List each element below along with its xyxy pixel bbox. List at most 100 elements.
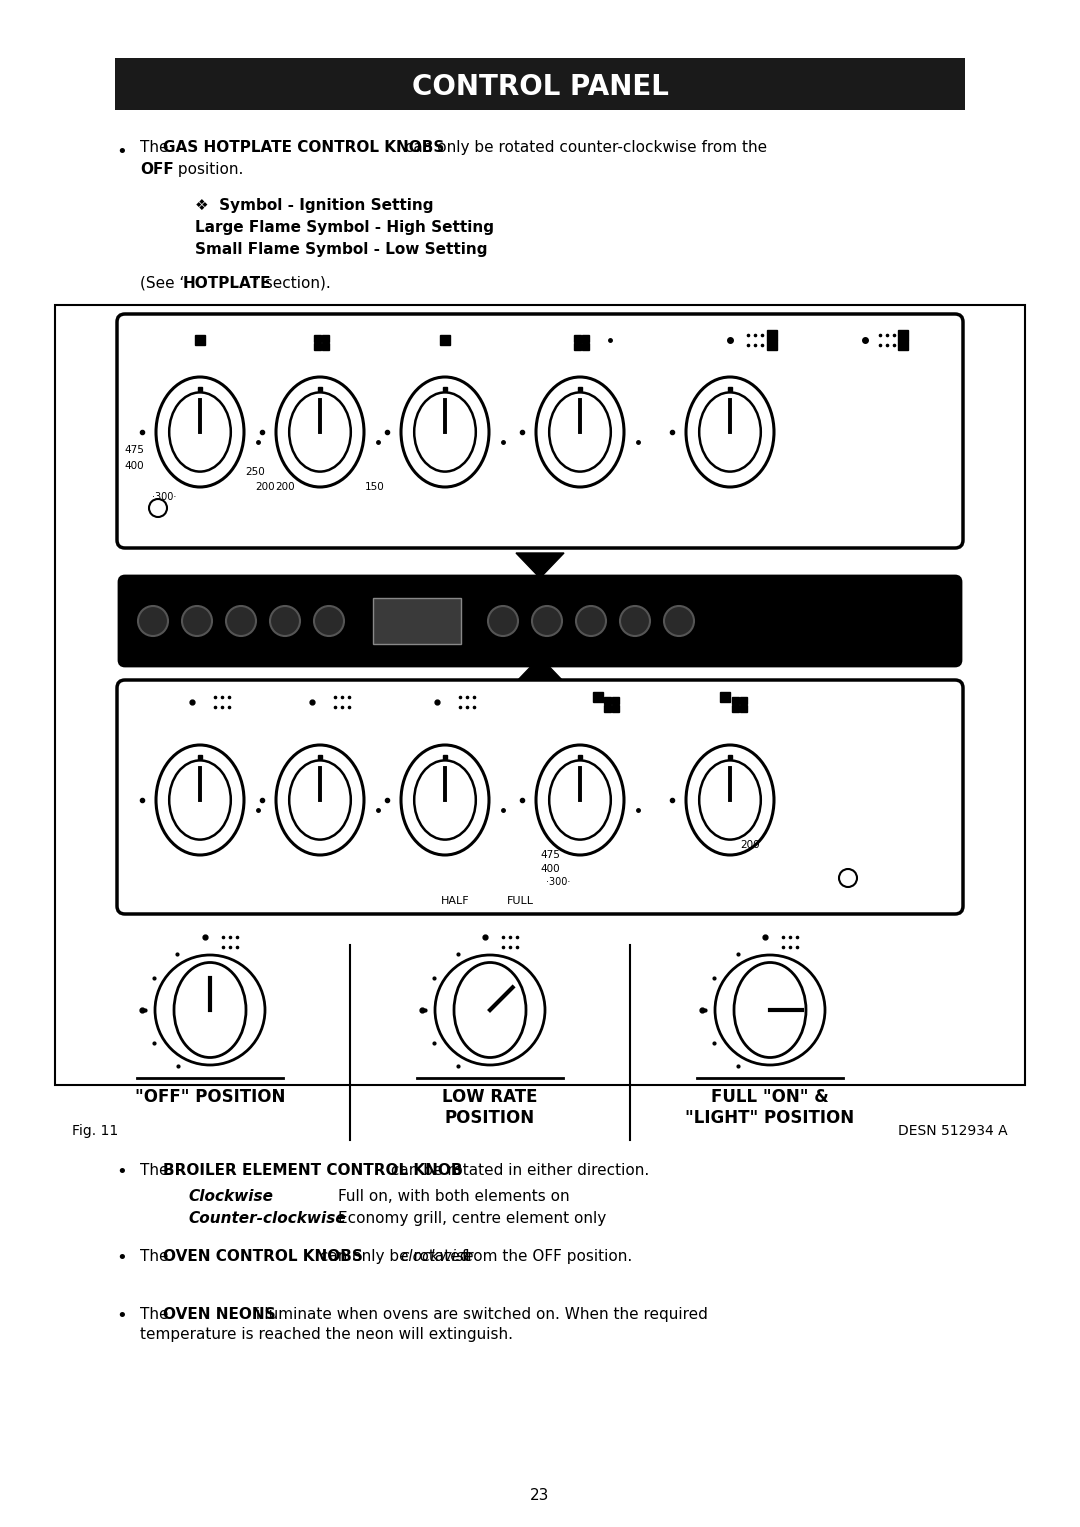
Circle shape — [576, 606, 606, 637]
Text: BROILER ELEMENT CONTROL KNOB: BROILER ELEMENT CONTROL KNOB — [163, 1164, 462, 1177]
Circle shape — [435, 954, 545, 1064]
FancyBboxPatch shape — [373, 599, 461, 644]
Circle shape — [488, 606, 518, 637]
FancyBboxPatch shape — [593, 692, 603, 702]
Text: 150: 150 — [365, 483, 384, 492]
Text: GAS HOTPLATE CONTROL KNOBS: GAS HOTPLATE CONTROL KNOBS — [163, 140, 444, 156]
Text: OVEN CONTROL KNOBS: OVEN CONTROL KNOBS — [163, 1249, 363, 1264]
Ellipse shape — [550, 760, 611, 840]
Text: •: • — [117, 1164, 127, 1180]
Text: ·300·: ·300· — [546, 876, 570, 887]
FancyBboxPatch shape — [573, 334, 581, 342]
Ellipse shape — [289, 760, 351, 840]
Text: from the OFF position.: from the OFF position. — [457, 1249, 632, 1264]
FancyBboxPatch shape — [740, 696, 747, 704]
Text: 23: 23 — [530, 1487, 550, 1503]
Ellipse shape — [415, 760, 476, 840]
FancyBboxPatch shape — [582, 344, 589, 350]
Text: OVEN NEONS: OVEN NEONS — [163, 1307, 275, 1322]
Ellipse shape — [699, 392, 760, 472]
FancyBboxPatch shape — [767, 330, 777, 341]
FancyBboxPatch shape — [732, 705, 739, 712]
FancyBboxPatch shape — [604, 696, 611, 704]
Text: 475: 475 — [540, 851, 559, 860]
Text: The: The — [140, 140, 174, 156]
Ellipse shape — [174, 962, 246, 1058]
FancyBboxPatch shape — [612, 705, 619, 712]
FancyBboxPatch shape — [322, 334, 329, 342]
FancyBboxPatch shape — [612, 696, 619, 704]
Text: •: • — [117, 1307, 127, 1325]
Circle shape — [314, 606, 345, 637]
Ellipse shape — [170, 392, 231, 472]
Circle shape — [532, 606, 562, 637]
Circle shape — [620, 606, 650, 637]
Text: Full on, with both elements on: Full on, with both elements on — [338, 1190, 569, 1203]
Text: FULL "ON" &: FULL "ON" & — [711, 1089, 828, 1106]
Text: temperature is reached the neon will extinguish.: temperature is reached the neon will ext… — [140, 1327, 513, 1342]
Text: position.: position. — [173, 162, 243, 177]
FancyBboxPatch shape — [897, 341, 908, 350]
FancyBboxPatch shape — [720, 692, 730, 702]
Text: 200: 200 — [740, 840, 759, 851]
FancyBboxPatch shape — [117, 315, 963, 548]
Text: DESN 512934 A: DESN 512934 A — [899, 1124, 1008, 1138]
FancyBboxPatch shape — [314, 344, 321, 350]
FancyBboxPatch shape — [897, 330, 908, 341]
FancyBboxPatch shape — [314, 334, 321, 342]
Ellipse shape — [276, 377, 364, 487]
Ellipse shape — [156, 745, 244, 855]
Ellipse shape — [686, 745, 774, 855]
Text: Economy grill, centre element only: Economy grill, centre element only — [338, 1211, 606, 1226]
Text: (See ‘: (See ‘ — [140, 276, 185, 292]
Ellipse shape — [536, 745, 624, 855]
Text: •: • — [117, 1249, 127, 1267]
Text: 400: 400 — [540, 864, 559, 873]
FancyBboxPatch shape — [767, 341, 777, 350]
Text: 200: 200 — [255, 483, 274, 492]
Text: 400: 400 — [124, 461, 144, 470]
Ellipse shape — [536, 377, 624, 487]
Text: HOTPLATE: HOTPLATE — [183, 276, 271, 292]
FancyBboxPatch shape — [117, 680, 963, 915]
Circle shape — [156, 954, 265, 1064]
Text: LOW RATE: LOW RATE — [442, 1089, 538, 1106]
FancyBboxPatch shape — [55, 305, 1025, 1086]
Text: Fig. 11: Fig. 11 — [72, 1124, 118, 1138]
Text: 250: 250 — [245, 467, 265, 476]
Text: ·300·: ·300· — [152, 492, 176, 502]
Ellipse shape — [699, 760, 760, 840]
Ellipse shape — [734, 962, 806, 1058]
Ellipse shape — [454, 962, 526, 1058]
Circle shape — [149, 499, 167, 518]
Text: FULL: FULL — [507, 896, 534, 906]
Text: The: The — [140, 1164, 174, 1177]
Ellipse shape — [289, 392, 351, 472]
Text: •: • — [117, 144, 127, 160]
FancyBboxPatch shape — [732, 696, 739, 704]
Ellipse shape — [415, 392, 476, 472]
Text: can be rotated in either direction.: can be rotated in either direction. — [386, 1164, 649, 1177]
Circle shape — [715, 954, 825, 1064]
Ellipse shape — [686, 377, 774, 487]
Text: The: The — [140, 1249, 174, 1264]
Ellipse shape — [276, 745, 364, 855]
Polygon shape — [516, 657, 564, 683]
Ellipse shape — [550, 392, 611, 472]
Text: 200: 200 — [275, 483, 295, 492]
Text: "LIGHT" POSITION: "LIGHT" POSITION — [686, 1109, 854, 1127]
Text: "OFF" POSITION: "OFF" POSITION — [135, 1089, 285, 1106]
Circle shape — [226, 606, 256, 637]
FancyBboxPatch shape — [582, 334, 589, 342]
Text: clockwise: clockwise — [400, 1249, 473, 1264]
FancyBboxPatch shape — [604, 705, 611, 712]
Text: can only be rotated: can only be rotated — [315, 1249, 474, 1264]
Ellipse shape — [156, 377, 244, 487]
Circle shape — [138, 606, 168, 637]
Text: 475: 475 — [124, 444, 144, 455]
Text: The: The — [140, 1307, 174, 1322]
Text: CONTROL PANEL: CONTROL PANEL — [411, 73, 669, 101]
Circle shape — [664, 606, 694, 637]
Text: illuminate when ovens are switched on. When the required: illuminate when ovens are switched on. W… — [251, 1307, 707, 1322]
Ellipse shape — [401, 745, 489, 855]
